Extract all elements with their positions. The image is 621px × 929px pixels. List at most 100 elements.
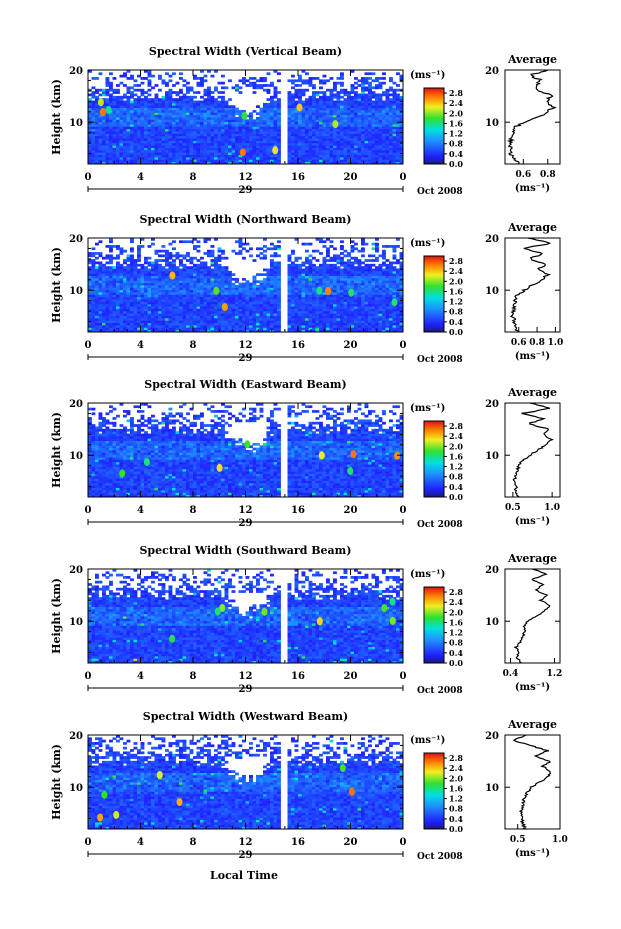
heatmap-cell [182,254,187,258]
heatmap-cell [133,128,138,132]
heatmap-cell [217,140,222,144]
heatmap-cell [161,299,166,302]
heatmap-hotspot [99,108,106,117]
heatmap-cell [119,315,124,319]
heatmap-cell [371,119,376,123]
heatmap-cell [102,275,106,279]
heatmap-cell [287,273,292,276]
heatmap-cell [95,100,99,104]
heatmap-cell [294,145,299,148]
heatmap-cell [102,301,106,305]
heatmap-cell [256,301,260,305]
heatmap-cell [238,161,243,165]
heatmap-cell [112,119,117,123]
heatmap-cell [375,93,379,97]
heatmap-cell [371,117,376,120]
heatmap-cell [144,159,148,163]
heatmap-cell [308,277,313,281]
heatmap-cell [91,109,96,113]
heatmap-cell [322,240,327,244]
heatmap-cell [210,156,215,160]
heatmap-cell [231,126,236,130]
heatmap-cell [182,294,187,298]
heatmap-cell [140,126,145,130]
heatmap-cell [210,107,215,111]
heatmap-cell [287,294,292,298]
heatmap-cell [396,147,400,151]
heatmap-cell [305,296,309,300]
heatmap-cell [207,105,211,108]
heatmap-cell [277,261,281,265]
heatmap-cell [161,133,166,137]
heatmap-cell [161,273,166,276]
heatmap-cell [137,263,141,267]
heatmap-cell [165,324,169,328]
heatmap-cell [354,140,358,144]
heatmap-cell [301,327,306,331]
heatmap-cell [347,121,351,125]
heatmap-cell [322,112,327,116]
heatmap-cell [277,294,281,298]
heatmap-cell [347,138,351,141]
heatmap-cell [210,289,215,293]
heatmap-cell [137,124,141,127]
heatmap-cell [329,145,334,148]
heatmap-cell [200,79,204,83]
heatmap-cell [98,154,103,158]
heatmap-cell [175,301,180,305]
heatmap-cell [228,140,232,144]
heatmap-cell [238,140,243,144]
heatmap-cell [294,152,299,155]
heatmap-cell [368,119,372,123]
heatmap-cell [123,140,127,144]
heatmap-cell [144,299,148,302]
heatmap-cell [119,112,124,116]
heatmap-cell [294,117,299,120]
heatmap-cell [140,327,145,331]
heatmap-cell [231,285,236,288]
heatmap-cell [175,149,180,153]
heatmap-cell [200,261,204,265]
heatmap-cell [333,135,337,139]
heatmap-cell [200,154,204,158]
heatmap-cell [207,131,211,134]
heatmap-cell [291,249,295,253]
heatmap-cell [347,109,351,113]
heatmap-cell [179,277,183,281]
heatmap-cell [144,114,148,118]
heatmap-cell [326,268,330,272]
heatmap-cell [91,287,96,291]
heatmap-cell [382,105,386,108]
heatmap-cell [378,124,383,127]
heatmap-cell [88,322,92,326]
heatmap-cell [270,119,274,123]
heatmap-cell [266,91,271,94]
heatmap-cell [277,287,281,291]
heatmap-cell [298,121,302,125]
heatmap-cell [95,277,99,281]
heatmap-cell [189,128,194,132]
heatmap-cell [189,88,194,92]
heatmap-cell [193,128,197,132]
heatmap-cell [287,152,292,155]
heatmap-cell [396,126,400,130]
heatmap-cell [301,329,306,333]
heatmap-cell [308,320,313,323]
heatmap-cell [210,285,215,288]
heatmap-cell [375,121,379,125]
heatmap-cell [151,121,155,125]
heatmap-cell [147,131,152,134]
heatmap-cell [119,154,124,158]
heatmap-cell [266,112,271,116]
heatmap-cell [312,93,316,97]
heatmap-cell [336,147,341,151]
heatmap-cell [196,105,201,108]
heatmap-cell [130,112,134,116]
heatmap-cell [154,154,159,158]
heatmap-cell [231,142,236,146]
heatmap-cell [368,105,372,108]
heatmap-cell [98,124,103,127]
heatmap-cell [137,142,141,146]
heatmap-cell [343,135,348,139]
heatmap-cell [361,145,365,148]
